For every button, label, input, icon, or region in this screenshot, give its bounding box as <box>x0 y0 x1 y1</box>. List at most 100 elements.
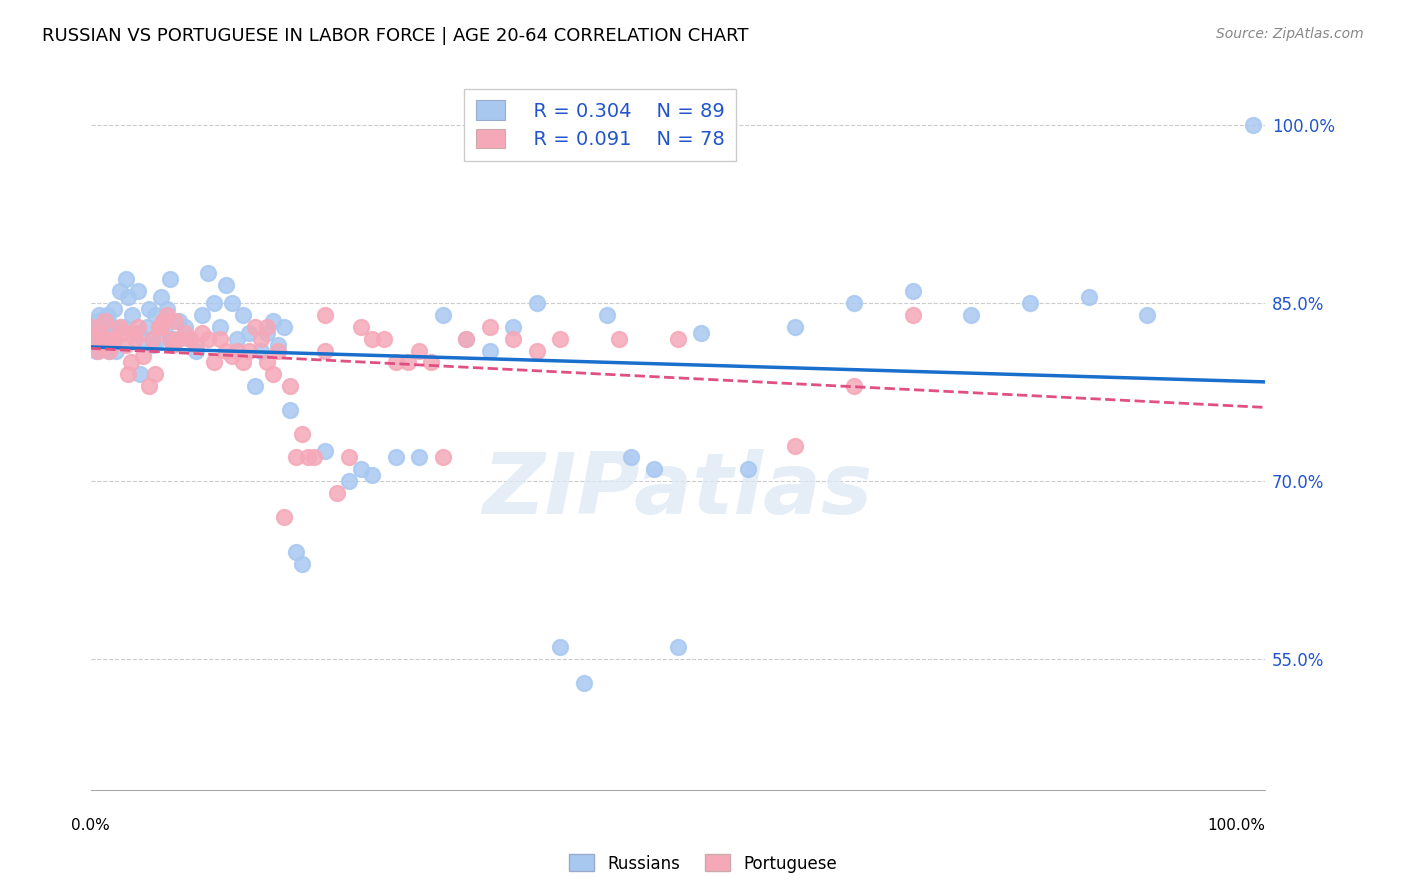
Point <box>202 296 225 310</box>
Point <box>191 326 214 340</box>
Point <box>232 355 254 369</box>
Point <box>132 332 155 346</box>
Point <box>208 319 231 334</box>
Point <box>103 332 125 346</box>
Point <box>478 343 501 358</box>
Point <box>100 326 122 340</box>
Point <box>432 450 454 465</box>
Point <box>150 290 173 304</box>
Text: 100.0%: 100.0% <box>1206 819 1265 833</box>
Point <box>86 343 108 358</box>
Point <box>186 337 208 351</box>
Point <box>432 308 454 322</box>
Point <box>243 319 266 334</box>
Point <box>737 462 759 476</box>
Point <box>143 308 166 322</box>
Point <box>103 332 125 346</box>
Point <box>478 319 501 334</box>
Point <box>550 332 572 346</box>
Point <box>91 337 114 351</box>
Point <box>148 332 170 346</box>
Point <box>256 326 278 340</box>
Point <box>89 326 111 340</box>
Point <box>82 332 104 346</box>
Point <box>960 308 983 322</box>
Point <box>156 308 179 322</box>
Point <box>97 314 120 328</box>
Point <box>152 314 174 328</box>
Point <box>165 314 187 328</box>
Point <box>132 350 155 364</box>
Point <box>173 319 195 334</box>
Point <box>124 332 146 346</box>
Point <box>138 301 160 316</box>
Point <box>186 343 208 358</box>
Point <box>138 379 160 393</box>
Point <box>666 640 689 655</box>
Text: RUSSIAN VS PORTUGUESE IN LABOR FORCE | AGE 20-64 CORRELATION CHART: RUSSIAN VS PORTUGUESE IN LABOR FORCE | A… <box>42 27 748 45</box>
Point <box>350 319 373 334</box>
Point <box>273 509 295 524</box>
Point <box>607 332 630 346</box>
Point <box>285 450 308 465</box>
Point <box>115 337 138 351</box>
Point <box>89 337 111 351</box>
Point <box>243 379 266 393</box>
Point <box>197 266 219 280</box>
Point <box>456 332 478 346</box>
Point <box>901 284 924 298</box>
Point <box>502 319 524 334</box>
Point <box>262 368 284 382</box>
Point <box>620 450 643 465</box>
Point <box>105 343 128 358</box>
Point <box>326 486 349 500</box>
Point <box>82 319 104 334</box>
Text: ZIPatlas: ZIPatlas <box>482 450 873 533</box>
Point <box>83 319 105 334</box>
Point <box>785 439 807 453</box>
Point <box>526 343 548 358</box>
Point <box>214 278 236 293</box>
Point <box>173 326 195 340</box>
Point <box>208 332 231 346</box>
Point <box>167 332 190 346</box>
Point <box>785 319 807 334</box>
Point <box>214 343 236 358</box>
Point <box>98 343 121 358</box>
Point <box>596 308 619 322</box>
Point <box>502 332 524 346</box>
Point <box>86 343 108 358</box>
Point <box>111 326 134 340</box>
Point <box>141 332 163 346</box>
Point <box>84 326 107 340</box>
Point <box>156 301 179 316</box>
Point <box>314 444 336 458</box>
Point <box>142 337 165 351</box>
Point <box>232 308 254 322</box>
Point <box>120 355 142 369</box>
Point <box>291 426 314 441</box>
Point <box>901 308 924 322</box>
Point <box>90 332 112 346</box>
Point <box>103 301 125 316</box>
Point <box>396 355 419 369</box>
Point <box>273 319 295 334</box>
Point <box>121 308 143 322</box>
Point <box>162 332 184 346</box>
Point <box>226 343 249 358</box>
Point <box>1077 290 1099 304</box>
Point <box>842 379 865 393</box>
Point <box>93 314 115 328</box>
Point <box>179 332 201 346</box>
Point <box>167 314 190 328</box>
Point <box>100 332 122 346</box>
Point <box>373 332 395 346</box>
Point <box>256 319 278 334</box>
Point <box>159 332 181 346</box>
Point <box>86 314 108 328</box>
Point <box>842 296 865 310</box>
Point <box>350 462 373 476</box>
Point <box>302 450 325 465</box>
Point <box>191 308 214 322</box>
Point <box>420 355 443 369</box>
